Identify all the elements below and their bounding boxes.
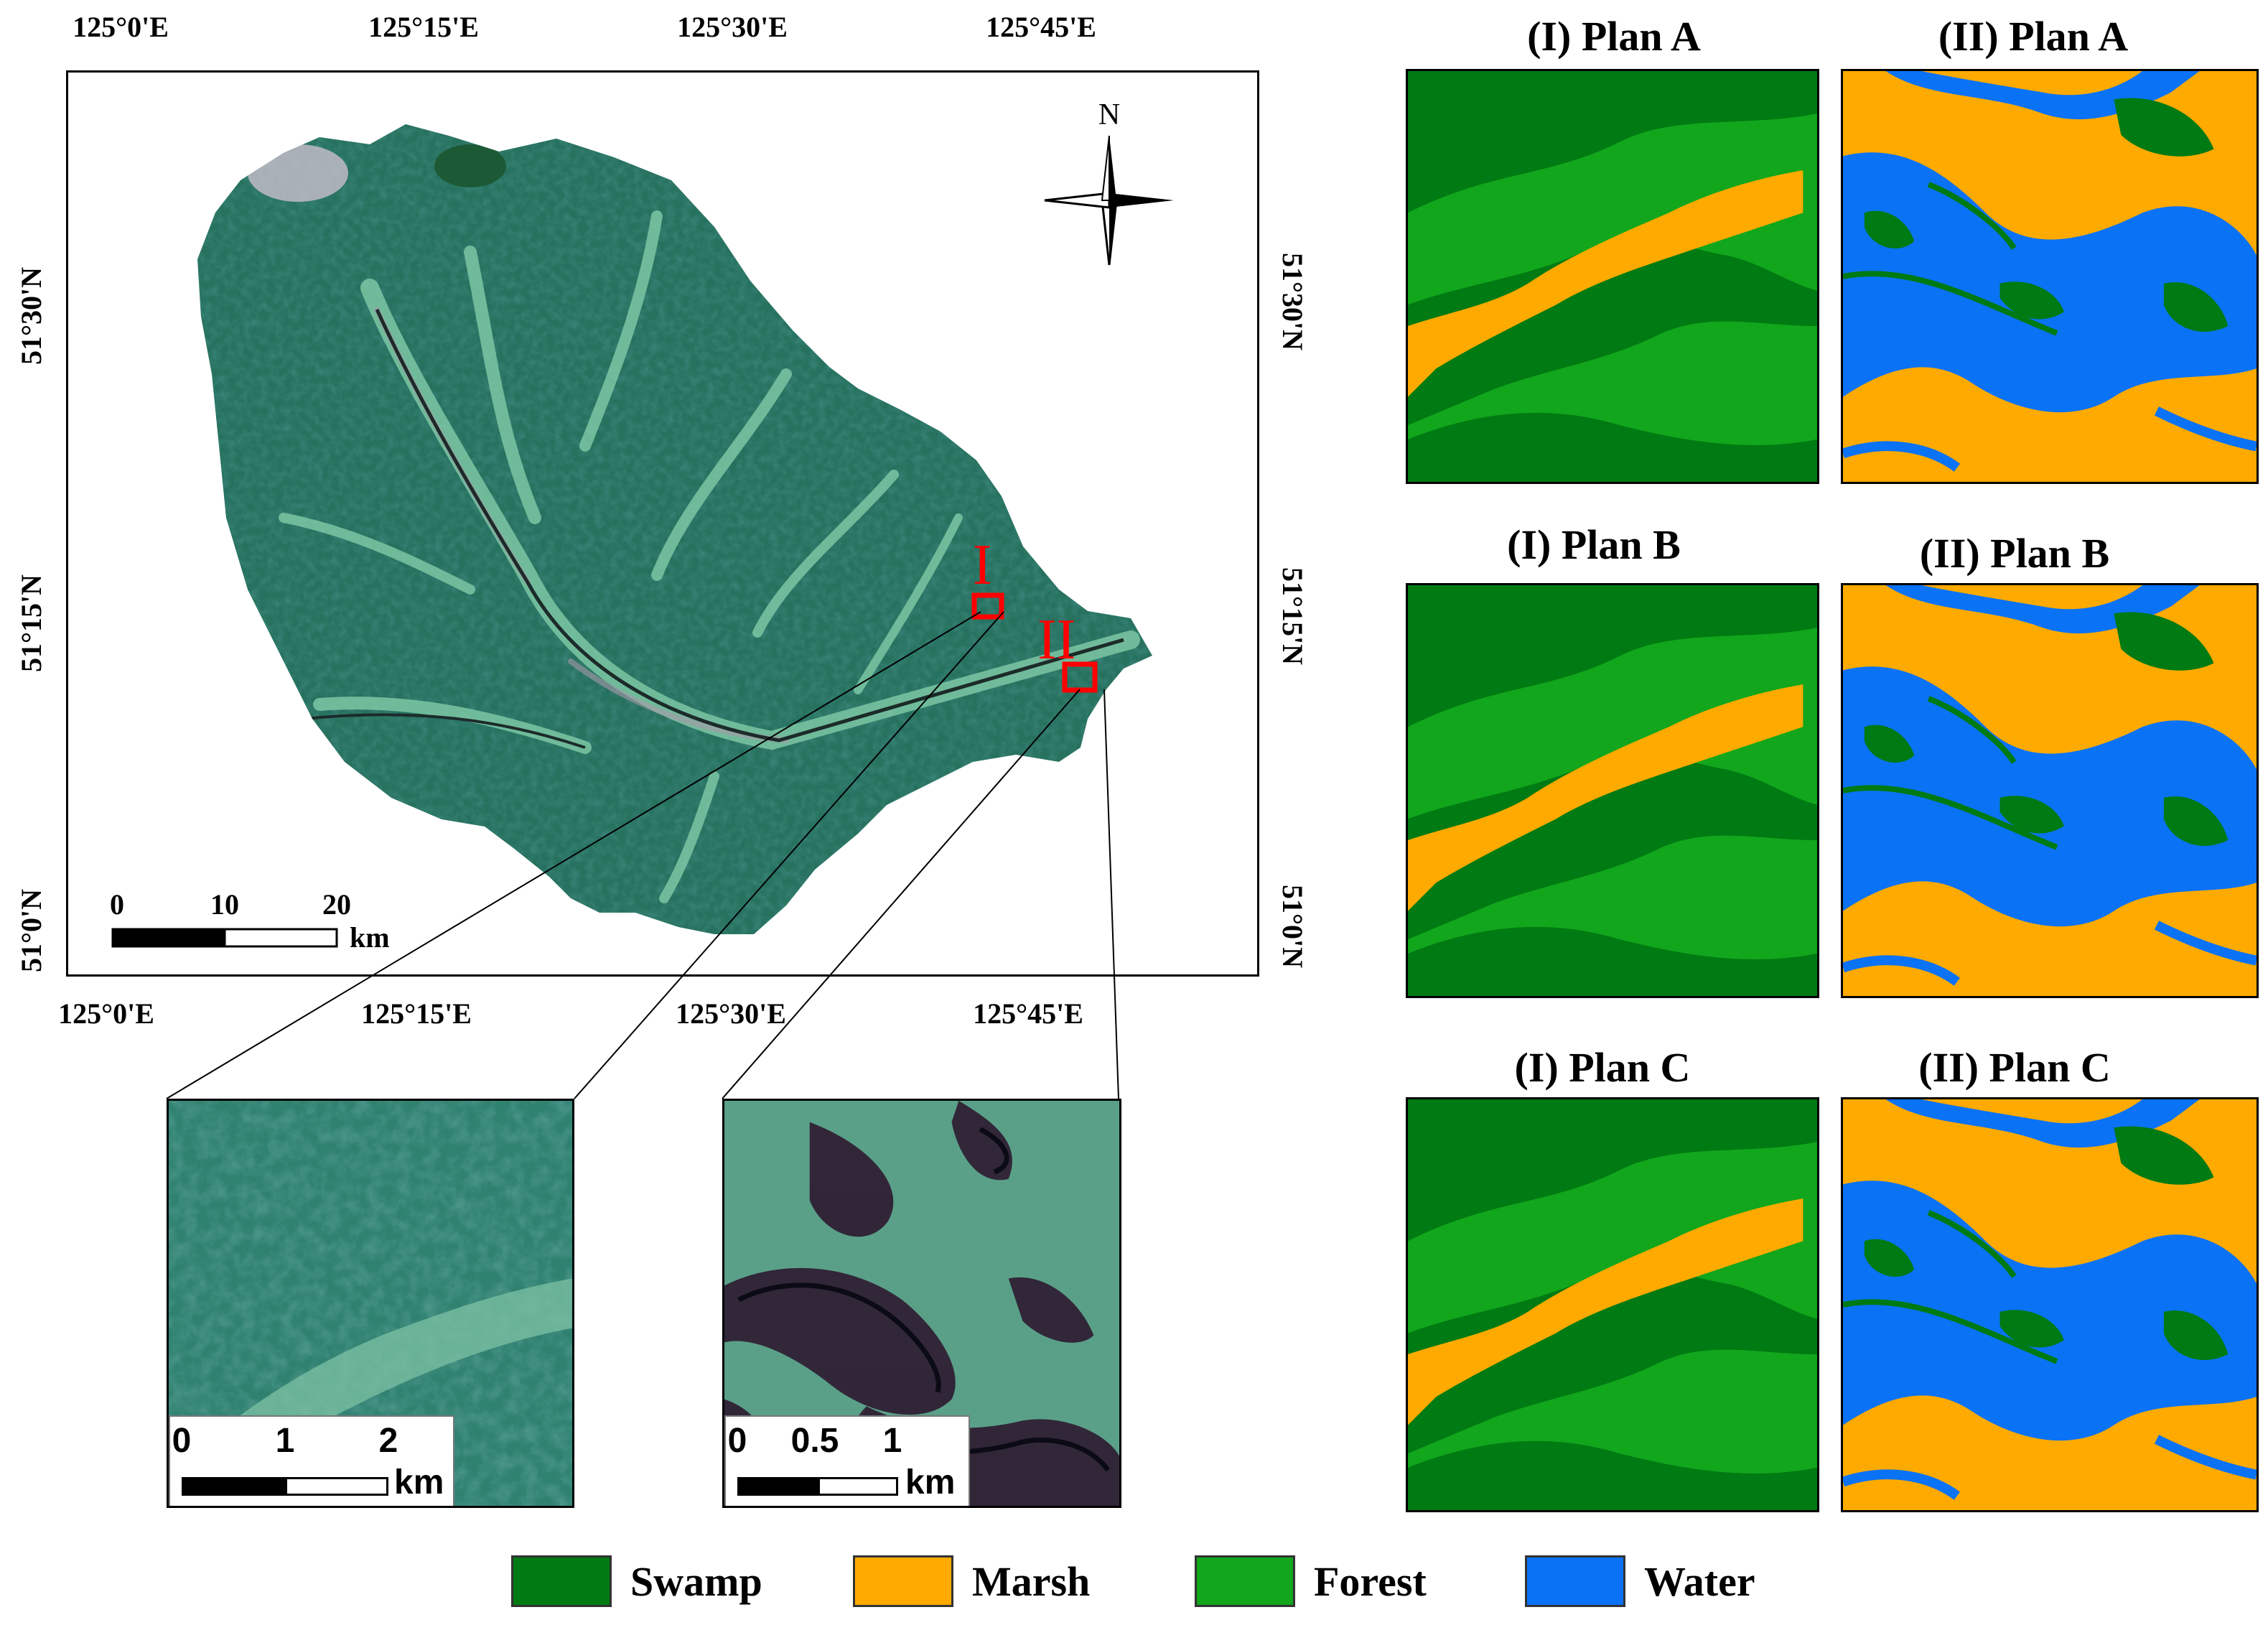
legend-item-swamp: Swamp (511, 1552, 762, 1610)
legend-item-forest: Forest (1195, 1552, 1427, 1610)
top-tick: 125°0'E (73, 11, 169, 43)
inset-I-scalebar: 0 1 2 km (169, 1415, 454, 1506)
legend-label: Water (1644, 1558, 1755, 1605)
panel-title: (I) Plan A (1527, 13, 1701, 60)
panel-II-plan-b (1841, 583, 2259, 998)
legend-swatch (511, 1555, 612, 1607)
legend-item-marsh: Marsh (853, 1552, 1090, 1610)
main-scale-bar: 0 10 20 km (110, 888, 390, 954)
inset-site-II: 0 0.5 1 km (722, 1099, 1121, 1508)
legend-swatch (1525, 1555, 1625, 1607)
panel-title: (I) Plan B (1507, 521, 1681, 568)
bottom-tick: 125°15'E (361, 997, 472, 1030)
zoom-connector-lines (166, 611, 1119, 1099)
panel-I-plan-a (1406, 69, 1819, 484)
panel-I-plan-c (1406, 1097, 1819, 1512)
legend-item-water: Water (1525, 1552, 1755, 1610)
panel-I-plan-b (1406, 583, 1819, 998)
site-I-marker (971, 592, 1004, 620)
north-arrow-icon (1044, 135, 1174, 266)
bottom-tick: 125°0'E (58, 997, 154, 1030)
north-label: N (1098, 98, 1120, 131)
bottom-tick: 125°45'E (973, 997, 1083, 1030)
legend-label: Forest (1314, 1558, 1427, 1605)
site-I-label: I (973, 534, 992, 597)
site-II-label: II (1037, 608, 1075, 671)
panel-title: (II) Plan A (1938, 13, 2129, 60)
panel-title: (II) Plan B (1919, 530, 2110, 577)
legend-label: Marsh (972, 1558, 1091, 1605)
legend-swatch (1195, 1555, 1295, 1607)
panel-II-plan-c (1841, 1097, 2259, 1512)
scale-unit: km (350, 921, 390, 954)
top-tick: 125°30'E (677, 11, 788, 43)
inset-II-scalebar: 0 0.5 1 km (724, 1415, 970, 1506)
inset-site-I: 0 1 2 km (167, 1099, 574, 1508)
scale-tick-10: 10 (210, 888, 239, 921)
main-map-frame: I II N 0 10 20 km (66, 70, 1259, 977)
panel-title: (I) Plan C (1514, 1044, 1691, 1091)
legend-swatch (853, 1555, 953, 1607)
scale-tick-20: 20 (322, 888, 351, 921)
top-tick: 125°45'E (986, 11, 1096, 43)
panel-title: (II) Plan C (1918, 1044, 2111, 1091)
panel-II-plan-a (1841, 69, 2259, 484)
top-tick: 125°15'E (368, 11, 479, 43)
legend-label: Swamp (630, 1558, 762, 1605)
bottom-tick: 125°30'E (676, 997, 786, 1030)
scale-tick-0: 0 (110, 888, 124, 921)
study-area-image: I II N 0 10 20 km (110, 98, 1174, 954)
